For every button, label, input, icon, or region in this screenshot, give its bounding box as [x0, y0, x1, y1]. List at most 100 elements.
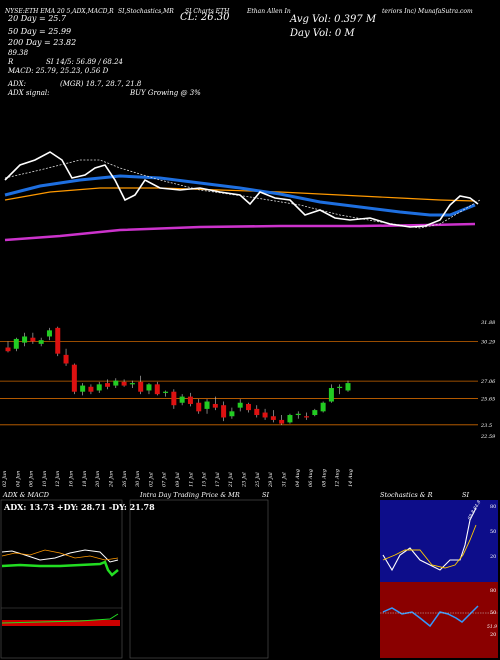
intraday-panel-title: Intra Day Trading Price & MR [140, 491, 240, 499]
ma50-line [4, 174, 476, 217]
adx-panel-title: ADX & MACD [3, 491, 49, 499]
candle-body [320, 402, 326, 412]
candle-body [171, 391, 177, 406]
x-tick-label: 18 Jun [82, 471, 88, 487]
x-tick-label: 14 Aug [348, 469, 354, 487]
header-etc: SI Charts ETH [185, 8, 230, 15]
day-volume: Day Vol: 0 M [290, 28, 355, 39]
candle-body [55, 327, 61, 354]
candle-body [46, 330, 52, 337]
y-tick-label: 31.88 [481, 320, 495, 326]
y-tick-label: 22.59 [480, 434, 496, 440]
intraday-panel-frame [129, 499, 269, 659]
candle-body [80, 385, 86, 392]
buy-signal: BUY Growing @ 3% [130, 89, 201, 97]
x-tick-label: 31 Jul [281, 472, 287, 487]
ma89-label: 89.38 [8, 49, 29, 57]
macd-label: MACD: 25.79, 25.23, 0.56 D [8, 67, 109, 75]
adx-panel-frame [0, 499, 123, 659]
y-tick-label: 30.29 [481, 340, 496, 346]
macd-histogram [2, 620, 120, 626]
header-company2: teriors Inc) MunafaSutra.com [382, 8, 473, 15]
ma20-line [4, 151, 479, 228]
x-tick-label: 04 Aug [295, 469, 301, 487]
candle-body [113, 380, 119, 386]
close-price: CL: 26.30 [180, 12, 230, 23]
candle-body [212, 403, 218, 408]
rsi-tick-label: 80 [490, 588, 496, 594]
y-tick-label: 25.65 [480, 396, 495, 402]
x-tick-label: 09 Jul [175, 472, 181, 487]
rsi-panel-bg [380, 582, 498, 658]
candle-body [337, 386, 343, 389]
price-levels: 31.88 30.29 27.06 25.65 23.5 22.59 [0, 320, 496, 440]
stoch-tick-label: 20 [490, 554, 496, 560]
x-tick-label: 02 Jun [2, 471, 8, 487]
candle-body [38, 340, 44, 344]
adx-line [1, 560, 119, 577]
candle-body [63, 354, 69, 364]
candlesticks [5, 326, 351, 425]
header-stoch: SI,Stochastics,MR [118, 8, 174, 15]
x-tick-label: 06 Aug [308, 469, 314, 487]
candle-body [229, 411, 235, 417]
candle-body [13, 338, 19, 349]
intraday-si-label: SI [262, 491, 270, 499]
x-tick-label: 29 Jul [268, 472, 274, 488]
ma-dotted-line [4, 159, 481, 229]
candle-body [138, 381, 144, 392]
x-tick-label: 20 Jun [95, 471, 101, 488]
x-tick-label: 07 Jul [162, 472, 168, 487]
stoch-tick-label: 50 [490, 529, 496, 535]
x-tick-label: 06 Jun [29, 471, 35, 487]
candle-body [304, 416, 310, 418]
candle-body [179, 396, 185, 403]
x-tick-label: 17 Jul [215, 472, 221, 487]
stoch-panel-title: Stochastics & R [380, 491, 433, 499]
x-tick-label: 21 Jul [228, 472, 234, 488]
y-tick-label: 27.06 [480, 379, 496, 385]
candle-body [187, 396, 193, 404]
candle-body [279, 419, 285, 424]
stoch-d-line [382, 524, 477, 569]
candle-body [328, 388, 334, 402]
x-axis-labels: 02 Jun 04 Jun 06 Jun 10 Jun 12 Jun 16 Jun 18 J… [2, 469, 354, 488]
y-tick-label: 23.5 [480, 423, 492, 429]
si-r-label: R [8, 58, 14, 66]
stoch-k-line [382, 507, 477, 572]
candle-body [129, 383, 135, 385]
candle-body [204, 401, 210, 409]
candle-body [96, 384, 102, 391]
si-label: SI 14/5: 56.89 / 68.24 [46, 58, 123, 66]
x-tick-label: 25 Jul [255, 472, 261, 488]
x-tick-label: 12 Aug [335, 469, 341, 487]
candle-body [345, 383, 351, 391]
candle-body [163, 391, 169, 393]
rsi-readout: 51.9 [487, 624, 497, 630]
candle-body [5, 347, 11, 352]
x-tick-label: 10 Jun [42, 471, 48, 487]
rsi-tick-label: 20 [490, 632, 496, 638]
stoch-tick-label: 80 [490, 504, 496, 510]
adx-values: (MGR) 18.7, 28.7, 21.8 [60, 80, 142, 88]
ma50-label: 50 Day = 25.99 [8, 27, 72, 36]
avg-volume: Avg Vol: 0.397 M [290, 14, 377, 25]
adx-signal-label: ADX signal: [8, 89, 50, 97]
candle-body [146, 384, 152, 391]
candle-body [105, 383, 111, 387]
moving-average-lines [4, 151, 481, 242]
candle-body [154, 384, 160, 395]
ma200-line [4, 222, 476, 242]
x-tick-label: 23 Jul [242, 472, 248, 488]
adx-readout: ADX: 13.73 +DY: 28.71 -DY: 21.78 [4, 502, 155, 512]
candle-body [221, 405, 227, 418]
x-tick-label: 02 Jul [148, 472, 154, 487]
adx-plus-di-line [1, 549, 119, 563]
candle-body [237, 402, 243, 408]
stoch-si-label: SI [462, 491, 470, 499]
candle-body [262, 412, 268, 418]
ma200-label: 200 Day = 23.82 [8, 38, 77, 47]
x-tick-label: 11 Jul [188, 472, 194, 487]
x-tick-label: 08 Aug [321, 469, 327, 487]
candle-body [295, 413, 301, 416]
